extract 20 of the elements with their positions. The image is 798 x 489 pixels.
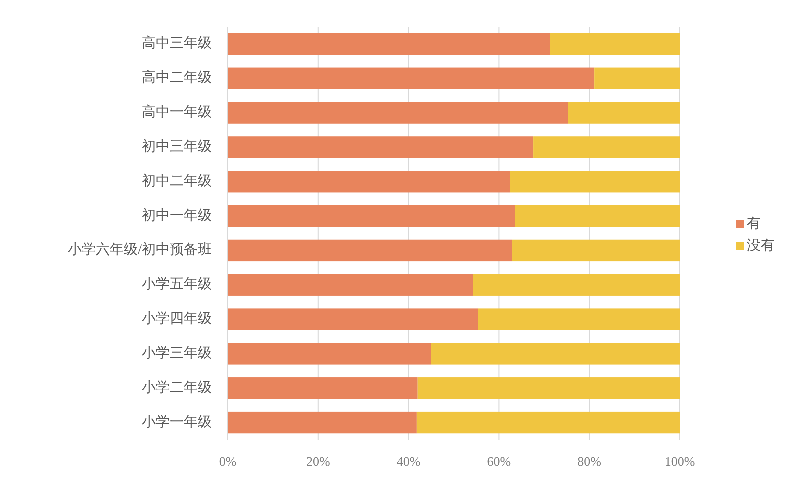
y-tick-label: 小学二年级 bbox=[142, 380, 212, 396]
x-tick-label: 80% bbox=[578, 454, 602, 469]
y-tick-label: 高中三年级 bbox=[142, 36, 212, 52]
y-tick-label: 小学六年级/初中预备班 bbox=[68, 242, 212, 258]
y-tick-label: 小学四年级 bbox=[142, 311, 212, 328]
legend-label: 没有 bbox=[747, 238, 775, 254]
y-tick-label: 小学一年级 bbox=[142, 414, 212, 430]
x-tick-label: 0% bbox=[219, 454, 237, 469]
y-tick-label: 初中三年级 bbox=[142, 138, 212, 155]
y-tick-label: 初中二年级 bbox=[142, 173, 212, 190]
x-tick-label: 40% bbox=[396, 454, 421, 469]
y-tick-label: 初中一年级 bbox=[142, 208, 212, 224]
legend-label: 有 bbox=[747, 216, 761, 232]
y-tick-label: 小学五年级 bbox=[142, 276, 212, 293]
x-tick-label: 100% bbox=[664, 454, 696, 469]
y-tick-label: 高中二年级 bbox=[142, 70, 212, 86]
x-tick-label: 20% bbox=[306, 454, 330, 469]
x-tick-label: 60% bbox=[487, 454, 512, 469]
y-tick-label: 小学三年级 bbox=[142, 345, 212, 362]
y-tick-label: 高中一年级 bbox=[142, 104, 212, 121]
